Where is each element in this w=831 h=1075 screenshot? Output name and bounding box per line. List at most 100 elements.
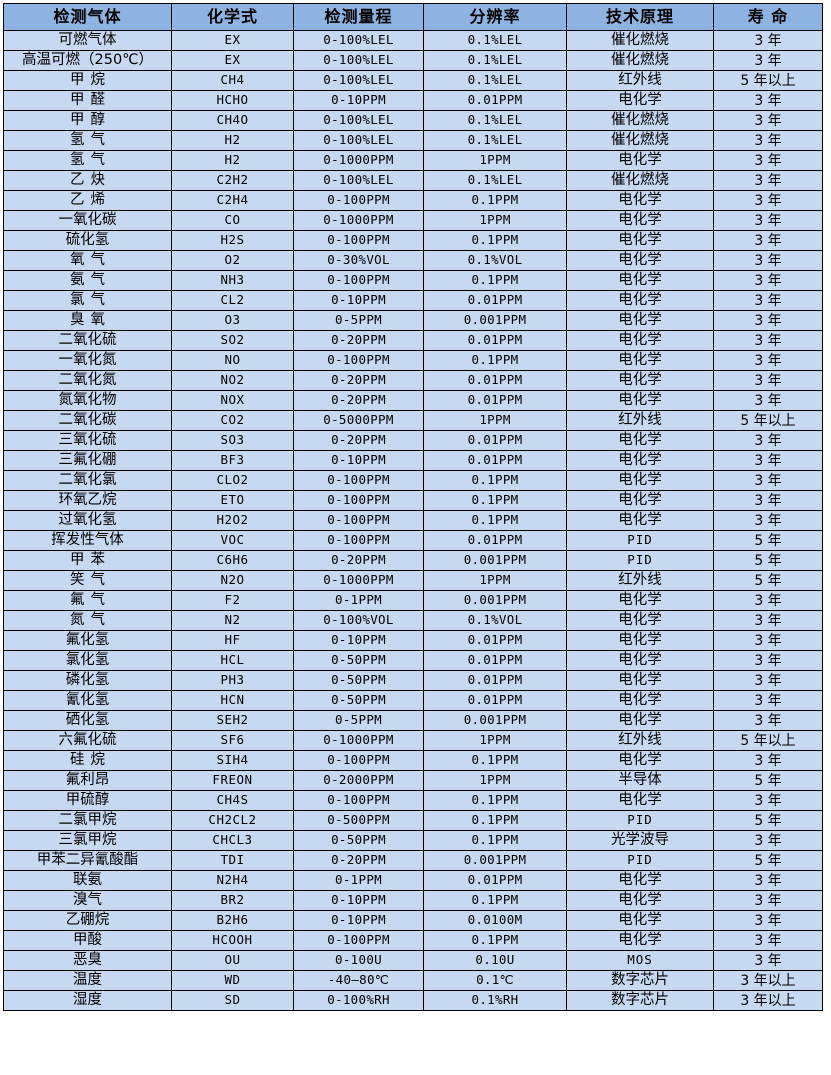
cell-chemical-formula: SF6 (171, 730, 294, 751)
table-row: 二氧化碳 CO2 0-5000PPM 1PPM 红外线 5 年以上 (3, 410, 823, 431)
cell-lifespan: 3 年 (713, 630, 823, 651)
cell-lifespan: 3 年 (713, 450, 823, 471)
table-row: 湿度 SD 0-100%RH 0.1%RH 数字芯片 3 年以上 (3, 990, 823, 1011)
cell-detection-range: 0-20PPM (293, 430, 424, 451)
cell-resolution: 0.1PPM (423, 490, 567, 511)
cell-detected-gas: 过氧化氢 (3, 510, 172, 531)
cell-detected-gas: 湿度 (3, 990, 172, 1011)
table-row: 氨气 NH3 0-100PPM 0.1PPM 电化学 3 年 (3, 270, 823, 291)
cell-technology: 电化学 (566, 330, 714, 351)
cell-detected-gas: 硒化氢 (3, 710, 172, 731)
cell-technology: 红外线 (566, 730, 714, 751)
table-row: 三氟化硼 BF3 0-10PPM 0.01PPM 电化学 3 年 (3, 450, 823, 471)
table-row: 氮氧化物 NOX 0-20PPM 0.01PPM 电化学 3 年 (3, 390, 823, 411)
cell-lifespan: 3 年 (713, 330, 823, 351)
cell-detected-gas: 二氧化氮 (3, 370, 172, 391)
cell-lifespan: 5 年以上 (713, 410, 823, 431)
cell-detection-range: 0-100PPM (293, 790, 424, 811)
table-row: 氢气 H2 0-100%LEL 0.1%LEL 催化燃烧 3 年 (3, 130, 823, 151)
cell-detection-range: 0-100%LEL (293, 110, 424, 131)
cell-resolution: 0.1PPM (423, 810, 567, 831)
cell-resolution: 0.01PPM (423, 290, 567, 311)
cell-technology: 电化学 (566, 590, 714, 611)
cell-detection-range: 0-100%VOL (293, 610, 424, 631)
cell-resolution: 1PPM (423, 410, 567, 431)
column-header-resolution: 分辨率 (423, 3, 567, 31)
cell-detection-range: 0-100PPM (293, 510, 424, 531)
cell-detected-gas: 氟利昂 (3, 770, 172, 791)
cell-lifespan: 3 年 (713, 890, 823, 911)
table-row: 笑气 N2O 0-1000PPM 1PPM 红外线 5 年 (3, 570, 823, 591)
cell-detected-gas: 氯化氢 (3, 650, 172, 671)
cell-technology: 电化学 (566, 630, 714, 651)
cell-detection-range: 0-100PPM (293, 190, 424, 211)
cell-detection-range: 0-100PPM (293, 930, 424, 951)
cell-chemical-formula: C2H2 (171, 170, 294, 191)
cell-technology: 电化学 (566, 890, 714, 911)
cell-resolution: 0.01PPM (423, 690, 567, 711)
cell-detected-gas: 恶臭 (3, 950, 172, 971)
cell-technology: 电化学 (566, 870, 714, 891)
cell-detection-range: -40—80℃ (293, 970, 424, 991)
table-row: 甲硫醇 CH4S 0-100PPM 0.1PPM 电化学 3 年 (3, 790, 823, 811)
table-row: 乙炔 C2H2 0-100%LEL 0.1%LEL 催化燃烧 3 年 (3, 170, 823, 191)
cell-lifespan: 3 年 (713, 710, 823, 731)
cell-lifespan: 3 年 (713, 470, 823, 491)
table-row: 二氧化硫 SO2 0-20PPM 0.01PPM 电化学 3 年 (3, 330, 823, 351)
column-header-technology: 技术原理 (566, 3, 714, 31)
table-row: 甲苯 C6H6 0-20PPM 0.001PPM PID 5 年 (3, 550, 823, 571)
cell-lifespan: 3 年 (713, 230, 823, 251)
cell-chemical-formula: NO (171, 350, 294, 371)
cell-detection-range: 0-100%RH (293, 990, 424, 1011)
cell-resolution: 0.1PPM (423, 230, 567, 251)
cell-detection-range: 0-100PPM (293, 230, 424, 251)
cell-detected-gas: 二氧化碳 (3, 410, 172, 431)
cell-resolution: 0.1%LEL (423, 50, 567, 71)
cell-detection-range: 0-1PPM (293, 590, 424, 611)
cell-lifespan: 3 年 (713, 290, 823, 311)
cell-detected-gas: 硫化氢 (3, 230, 172, 251)
cell-technology: 数字芯片 (566, 970, 714, 991)
cell-resolution: 0.01PPM (423, 370, 567, 391)
cell-detected-gas: 三氧化硫 (3, 430, 172, 451)
cell-chemical-formula: NO2 (171, 370, 294, 391)
cell-resolution: 1PPM (423, 150, 567, 171)
cell-resolution: 0.01PPM (423, 650, 567, 671)
table-row: 硫化氢 H2S 0-100PPM 0.1PPM 电化学 3 年 (3, 230, 823, 251)
cell-technology: 电化学 (566, 690, 714, 711)
table-row: 氟化氢 HF 0-10PPM 0.01PPM 电化学 3 年 (3, 630, 823, 651)
cell-chemical-formula: CO (171, 210, 294, 231)
cell-detected-gas: 挥发性气体 (3, 530, 172, 551)
cell-detected-gas: 氟气 (3, 590, 172, 611)
cell-technology: 红外线 (566, 410, 714, 431)
cell-detection-range: 0-1000PPM (293, 150, 424, 171)
cell-lifespan: 3 年 (713, 270, 823, 291)
cell-resolution: 0.01PPM (423, 530, 567, 551)
cell-chemical-formula: CO2 (171, 410, 294, 431)
cell-detected-gas: 甲苯二异氰酸酯 (3, 850, 172, 871)
cell-technology: 电化学 (566, 610, 714, 631)
cell-detection-range: 0-50PPM (293, 830, 424, 851)
cell-technology: PID (566, 530, 714, 551)
cell-resolution: 0.1%LEL (423, 30, 567, 51)
cell-detected-gas: 氮气 (3, 610, 172, 631)
cell-chemical-formula: H2O2 (171, 510, 294, 531)
table-row: 氮气 N2 0-100%VOL 0.1%VOL 电化学 3 年 (3, 610, 823, 631)
cell-chemical-formula: N2H4 (171, 870, 294, 891)
cell-detected-gas: 高温可燃（250℃） (3, 50, 172, 71)
cell-lifespan: 3 年以上 (713, 970, 823, 991)
cell-chemical-formula: OU (171, 950, 294, 971)
cell-lifespan: 3 年 (713, 430, 823, 451)
cell-lifespan: 3 年 (713, 150, 823, 171)
cell-detected-gas: 一氧化碳 (3, 210, 172, 231)
cell-technology: 催化燃烧 (566, 50, 714, 71)
table-row: 甲醇 CH4O 0-100%LEL 0.1%LEL 催化燃烧 3 年 (3, 110, 823, 131)
table-row: 三氧化硫 SO3 0-20PPM 0.01PPM 电化学 3 年 (3, 430, 823, 451)
cell-detection-range: 0-20PPM (293, 370, 424, 391)
cell-resolution: 0.1%VOL (423, 250, 567, 271)
cell-lifespan: 5 年 (713, 570, 823, 591)
cell-technology: 电化学 (566, 390, 714, 411)
cell-technology: 电化学 (566, 490, 714, 511)
cell-technology: 红外线 (566, 570, 714, 591)
